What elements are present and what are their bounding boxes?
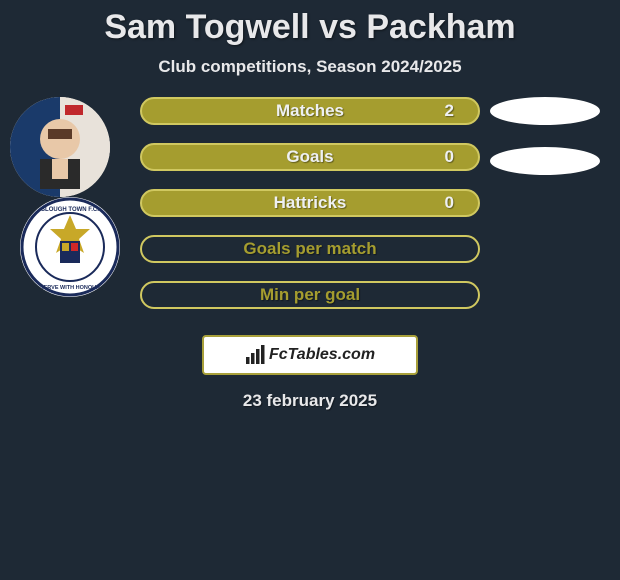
page-title: Sam Togwell vs Packham [0, 8, 620, 47]
page-subtitle: Club competitions, Season 2024/2025 [0, 57, 620, 77]
stat-bar: Goals 0 [140, 143, 480, 171]
svg-text:SERVE WITH HONOUR: SERVE WITH HONOUR [40, 285, 100, 291]
comparison-chart: SLOUGH TOWN F.C. SERVE WITH HONOUR Match… [0, 97, 620, 327]
comparison-oval [490, 147, 600, 175]
stat-bar-label: Goals [286, 147, 333, 167]
stat-bar-label: Hattricks [274, 193, 347, 213]
stat-bar-value: 0 [445, 147, 454, 167]
stat-bar-value: 2 [445, 101, 454, 121]
date-text: 23 february 2025 [0, 391, 620, 411]
stat-bar-label: Min per goal [260, 285, 360, 305]
brand-box: FcTables.com [202, 335, 418, 375]
stat-bar: Goals per match [140, 235, 480, 263]
brand-text: FcTables.com [269, 346, 375, 364]
brand-chart-icon [245, 345, 265, 365]
stat-bar-value: 0 [445, 193, 454, 213]
stat-bar-label: Goals per match [243, 239, 376, 259]
comparison-oval [490, 97, 600, 125]
svg-text:SLOUGH TOWN F.C.: SLOUGH TOWN F.C. [41, 207, 99, 213]
slough-town-crest: SLOUGH TOWN F.C. SERVE WITH HONOUR [20, 197, 120, 297]
sam-togwell-avatar [10, 97, 110, 197]
stat-bar-label: Matches [276, 101, 344, 121]
stat-bar: Min per goal [140, 281, 480, 309]
stat-bar: Hattricks 0 [140, 189, 480, 217]
stat-bar: Matches 2 [140, 97, 480, 125]
